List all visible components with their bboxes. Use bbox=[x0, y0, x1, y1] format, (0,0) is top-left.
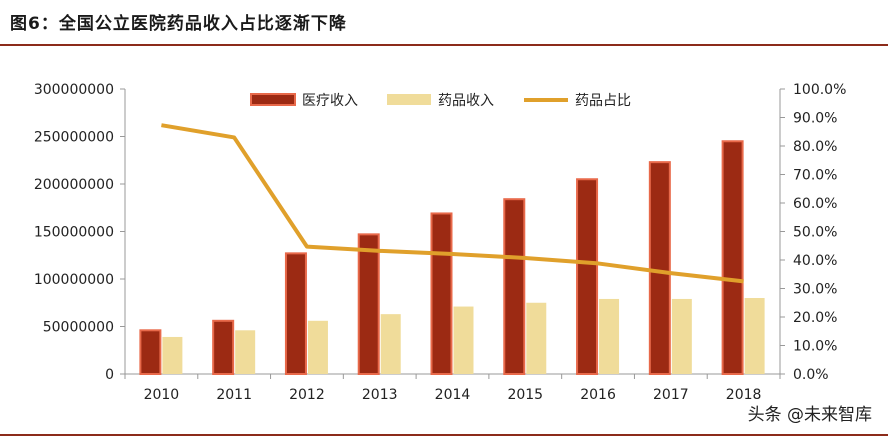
x-tick-label: 2014 bbox=[435, 387, 471, 403]
right-tick-label: 10.0% bbox=[793, 339, 837, 355]
bar-drug-income bbox=[526, 302, 547, 374]
bar-medical-income bbox=[284, 252, 307, 376]
legend-label-drug-share: 药品占比 bbox=[575, 93, 631, 109]
bar-medical-income bbox=[648, 161, 671, 375]
left-tick-label: 250000000 bbox=[34, 130, 114, 146]
left-tick-label: 300000000 bbox=[34, 82, 114, 98]
right-tick-label: 0.0% bbox=[793, 367, 829, 383]
left-tick-label: 0 bbox=[105, 367, 114, 383]
bars bbox=[139, 140, 765, 376]
x-tick-label: 2011 bbox=[216, 387, 252, 403]
left-tick-label: 100000000 bbox=[34, 272, 114, 288]
bar-drug-income bbox=[453, 306, 474, 374]
x-tick-label: 2017 bbox=[653, 387, 689, 403]
right-tick-label: 30.0% bbox=[793, 282, 837, 298]
right-tick-label: 70.0% bbox=[793, 168, 837, 184]
share-line bbox=[161, 123, 744, 284]
left-tick-label: 50000000 bbox=[43, 320, 114, 336]
axes: 0 50000000 100000000 150000000 200000000 2500… bbox=[34, 82, 847, 403]
right-tick-label: 100.0% bbox=[793, 82, 846, 98]
bar-drug-income bbox=[744, 298, 765, 374]
bar-drug-income bbox=[162, 336, 183, 374]
right-tick-label: 50.0% bbox=[793, 225, 837, 241]
x-tick-label: 2015 bbox=[507, 387, 543, 403]
left-tick-label: 200000000 bbox=[34, 177, 114, 193]
legend-swatch-medical-income bbox=[250, 93, 296, 106]
bar-medical-income bbox=[139, 329, 162, 375]
x-tick-label: 2013 bbox=[362, 387, 398, 403]
watermark: 头条 @未来智库 bbox=[747, 405, 872, 425]
bar-drug-income bbox=[307, 320, 328, 374]
left-tick-label: 150000000 bbox=[34, 225, 114, 241]
bar-medical-income bbox=[721, 140, 744, 375]
x-tick-label: 2016 bbox=[580, 387, 616, 403]
bar-medical-income bbox=[576, 178, 599, 375]
x-tick-label: 2010 bbox=[144, 387, 180, 403]
right-tick-label: 80.0% bbox=[793, 139, 837, 155]
right-tick-label: 40.0% bbox=[793, 253, 837, 269]
bar-medical-income bbox=[503, 198, 526, 375]
right-tick-label: 60.0% bbox=[793, 196, 837, 212]
right-tick-label: 20.0% bbox=[793, 310, 837, 326]
bar-medical-income bbox=[212, 319, 235, 375]
title-rule bbox=[0, 44, 888, 46]
x-tick-label: 2018 bbox=[726, 387, 762, 403]
bottom-rule bbox=[0, 434, 888, 436]
bar-medical-income bbox=[357, 233, 380, 375]
legend: 医疗收入 药品收入 药品占比 bbox=[250, 93, 631, 109]
bar-drug-income bbox=[599, 298, 620, 374]
right-tick-label: 90.0% bbox=[793, 111, 837, 127]
x-tick-label: 2012 bbox=[289, 387, 325, 403]
figure-title: 图6：全国公立医院药品收入占比逐渐下降 bbox=[10, 14, 347, 34]
bar-medical-income bbox=[430, 212, 453, 375]
bar-drug-income bbox=[380, 314, 401, 374]
bar-drug-income bbox=[235, 330, 256, 374]
bar-drug-income bbox=[671, 298, 692, 374]
legend-swatch-drug-income bbox=[387, 94, 431, 105]
legend-label-medical-income: 医疗收入 bbox=[302, 93, 358, 109]
legend-label-drug-income: 药品收入 bbox=[438, 93, 494, 109]
